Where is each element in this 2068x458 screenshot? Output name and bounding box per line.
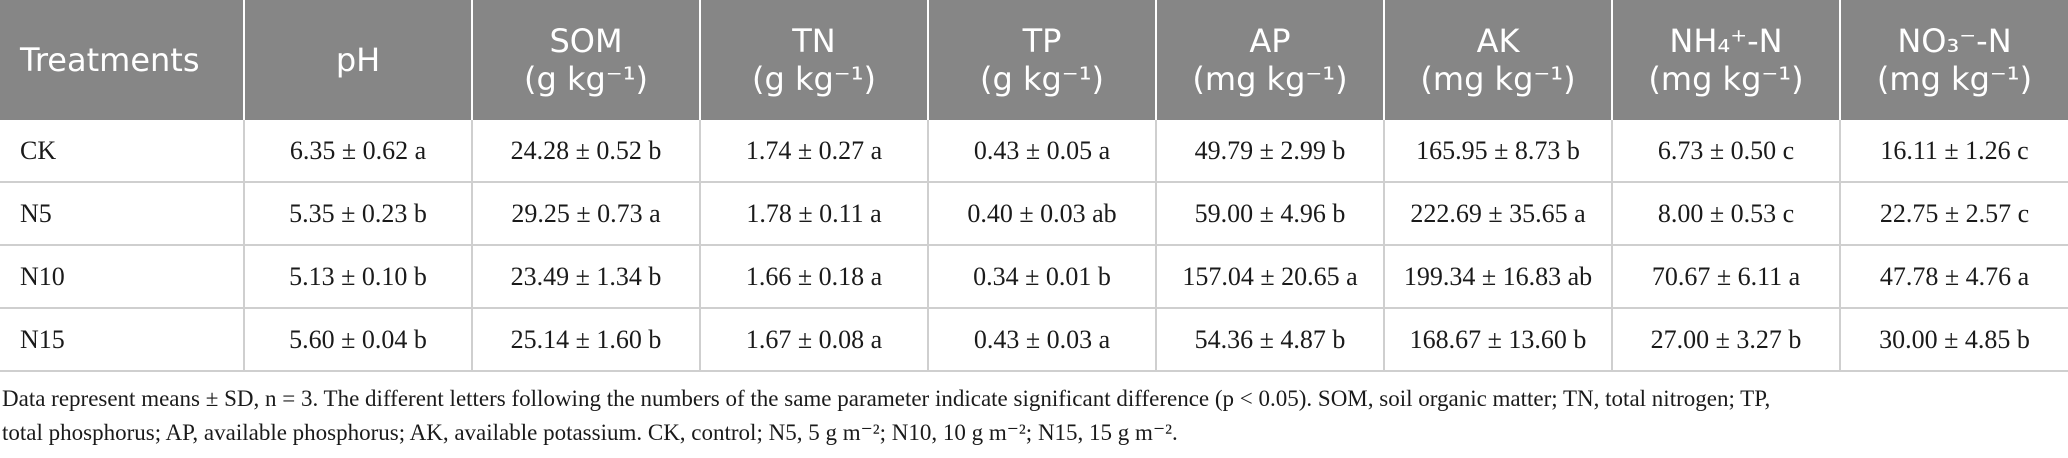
cell-no3-n: 22.75 ± 2.57 c xyxy=(1839,182,2068,246)
header-ak-unit: (mg kg⁻¹) xyxy=(1420,60,1576,98)
table-row: N10 5.13 ± 0.10 b 23.49 ± 1.34 b 1.66 ± … xyxy=(0,245,2068,309)
header-nh4-n-unit: (mg kg⁻¹) xyxy=(1648,60,1804,98)
cell-tn: 1.78 ± 0.11 a xyxy=(699,182,928,246)
footnote-line-1: Data represent means ± SD, n = 3. The di… xyxy=(2,386,1771,411)
cell-ak: 199.34 ± 16.83 ab xyxy=(1383,245,1612,309)
header-som-unit: (g kg⁻¹) xyxy=(523,60,648,98)
header-ap: AP (mg kg⁻¹) xyxy=(1155,0,1384,120)
cell-ak: 222.69 ± 35.65 a xyxy=(1383,182,1612,246)
cell-treatment: N10 xyxy=(0,245,244,309)
cell-tp: 0.43 ± 0.03 a xyxy=(927,308,1156,372)
header-nh4-n: NH₄⁺-N (mg kg⁻¹) xyxy=(1611,0,1840,120)
cell-som: 24.28 ± 0.52 b xyxy=(471,120,700,183)
header-tp: TP (g kg⁻¹) xyxy=(927,0,1156,120)
footnote-line-2: total phosphorus; AP, available phosphor… xyxy=(2,420,1178,445)
cell-no3-n: 30.00 ± 4.85 b xyxy=(1839,308,2068,372)
cell-ap: 157.04 ± 20.65 a xyxy=(1155,245,1384,309)
header-tn: TN (g kg⁻¹) xyxy=(699,0,928,120)
cell-ph: 5.13 ± 0.10 b xyxy=(243,245,472,309)
header-ak: AK (mg kg⁻¹) xyxy=(1383,0,1612,120)
table-footnote: Data represent means ± SD, n = 3. The di… xyxy=(0,382,2062,450)
header-tn-unit: (g kg⁻¹) xyxy=(751,60,876,98)
cell-tn: 1.74 ± 0.27 a xyxy=(699,120,928,183)
cell-som: 29.25 ± 0.73 a xyxy=(471,182,700,246)
cell-ak: 168.67 ± 13.60 b xyxy=(1383,308,1612,372)
cell-tn: 1.66 ± 0.18 a xyxy=(699,245,928,309)
header-row: Treatments pH SOM (g kg⁻¹) TN (g kg⁻¹) TP(… xyxy=(0,0,2068,120)
cell-som: 23.49 ± 1.34 b xyxy=(471,245,700,309)
cell-ap: 59.00 ± 4.96 b xyxy=(1155,182,1384,246)
cell-treatment: CK xyxy=(0,120,244,183)
header-no3-n-unit: (mg kg⁻¹) xyxy=(1876,60,2033,98)
cell-no3-n: 16.11 ± 1.26 c xyxy=(1839,120,2068,183)
cell-som: 25.14 ± 1.60 b xyxy=(471,308,700,372)
table-row: N15 5.60 ± 0.04 b 25.14 ± 1.60 b 1.67 ± … xyxy=(0,308,2068,372)
header-ap-unit: (mg kg⁻¹) xyxy=(1192,60,1348,98)
cell-tp: 0.40 ± 0.03 ab xyxy=(927,182,1156,246)
header-no3-n: NO₃⁻-N (mg kg⁻¹) xyxy=(1839,0,2068,120)
cell-nh4-n: 27.00 ± 3.27 b xyxy=(1611,308,1840,372)
cell-treatment: N5 xyxy=(0,182,244,246)
header-ph: pH xyxy=(243,0,472,120)
cell-ph: 5.35 ± 0.23 b xyxy=(243,182,472,246)
cell-tn: 1.67 ± 0.08 a xyxy=(699,308,928,372)
cell-tp: 0.34 ± 0.01 b xyxy=(927,245,1156,309)
cell-nh4-n: 70.67 ± 6.11 a xyxy=(1611,245,1840,309)
cell-ph: 6.35 ± 0.62 a xyxy=(243,120,472,183)
header-treatments: Treatments xyxy=(0,0,244,120)
cell-ap: 54.36 ± 4.87 b xyxy=(1155,308,1384,372)
table-row: N5 5.35 ± 0.23 b 29.25 ± 0.73 a 1.78 ± 0… xyxy=(0,182,2068,246)
cell-ap: 49.79 ± 2.99 b xyxy=(1155,120,1384,183)
header-tp-unit: (g kg⁻¹) xyxy=(979,60,1104,98)
cell-nh4-n: 6.73 ± 0.50 c xyxy=(1611,120,1840,183)
cell-nh4-n: 8.00 ± 0.53 c xyxy=(1611,182,1840,246)
header-som: SOM (g kg⁻¹) xyxy=(471,0,700,120)
cell-tp: 0.43 ± 0.05 a xyxy=(927,120,1156,183)
cell-ph: 5.60 ± 0.04 b xyxy=(243,308,472,372)
table-row: CK 6.35 ± 0.62 a 24.28 ± 0.52 b 1.74 ± 0… xyxy=(0,120,2068,183)
cell-no3-n: 47.78 ± 4.76 a xyxy=(1839,245,2068,309)
cell-treatment: N15 xyxy=(0,308,244,372)
cell-ak: 165.95 ± 8.73 b xyxy=(1383,120,1612,183)
data-table: Treatments pH SOM (g kg⁻¹) TN (g kg⁻¹) TP(… xyxy=(0,0,2068,372)
